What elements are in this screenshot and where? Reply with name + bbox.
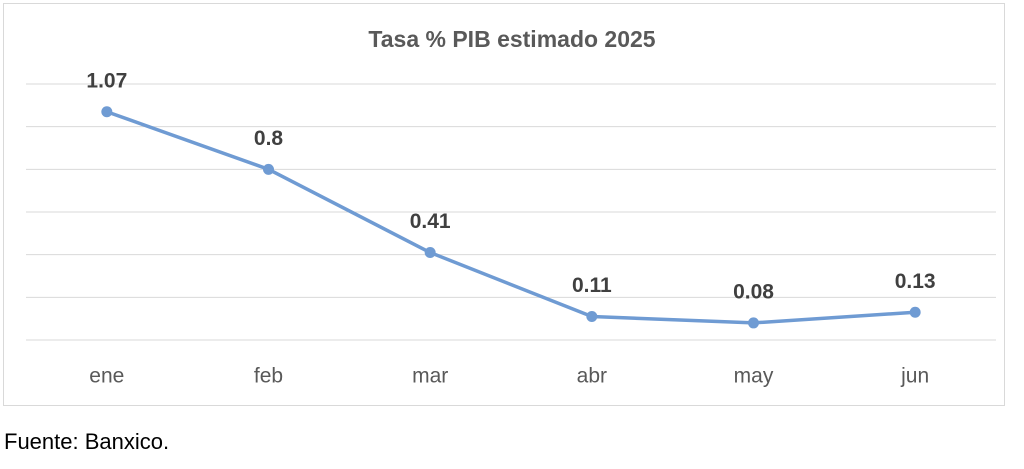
point [263,163,274,175]
x-tick-label: ene [89,365,124,388]
chart-border [3,3,1005,406]
point [909,306,921,318]
x-tick-label: abr [577,365,607,388]
data-label: 0.08 [733,280,774,303]
x-tick-label: feb [254,365,283,388]
data-label: 1.07 [86,69,127,92]
x-tick-label: may [734,365,774,388]
data-label: 0.8 [254,127,284,150]
chart-title: Tasa % PIB estimado 2025 [368,26,655,52]
data-label: 0.11 [572,274,612,297]
source-note: Fuente: Banxico. [4,429,169,454]
x-tick-label: mar [412,365,448,388]
point [101,106,113,118]
data-label: 0.41 [410,210,451,233]
point [748,317,759,329]
line [106,110,916,325]
point [586,311,598,323]
data-label: 0.13 [895,270,936,293]
point [424,247,436,259]
x-tick-label: jun [900,365,929,388]
